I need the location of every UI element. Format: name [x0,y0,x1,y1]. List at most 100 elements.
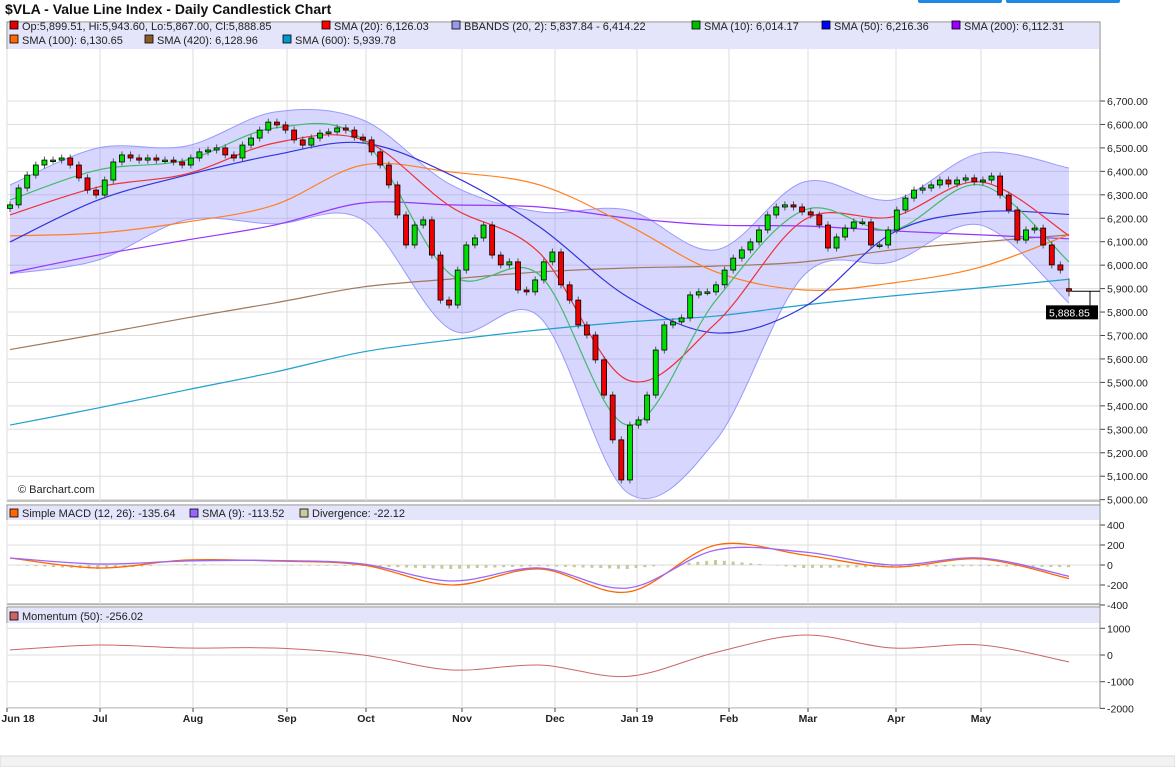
candle [1040,224,1047,249]
candle [971,174,978,186]
divergence-bar [864,565,868,568]
candle [1066,278,1072,297]
candle [67,154,74,169]
divergence-bar [722,560,726,565]
candle-body [1031,227,1038,231]
divergence-bar [528,565,532,567]
candle [394,181,401,219]
divergence-bar [502,565,506,568]
divergence-bar [969,565,973,567]
toolbar-button[interactable] [918,0,1002,3]
price-legend-item: SMA (100): 6,130.65 [22,35,123,47]
candle [1005,191,1012,214]
candle [377,148,384,169]
candle [747,238,754,254]
candle-body [532,279,539,293]
candle-body [394,184,401,216]
candle [497,251,504,269]
candle [661,321,668,354]
divergence-bar [687,562,691,565]
candle-body [428,219,435,256]
candle [480,221,487,242]
candle [127,151,134,162]
last-price-marker [1046,305,1098,320]
macd-tick-label: 0 [1107,560,1113,572]
candle [954,176,960,188]
candle [222,144,229,159]
divergence-bar [802,565,806,568]
divergence-bar [458,565,462,569]
divergence-bar [546,565,550,567]
macd-tick-label: 400 [1107,520,1125,532]
candle [687,291,694,322]
candle [756,226,762,246]
divergence-bar [1040,565,1044,567]
candle-body [317,132,323,139]
candle-body [644,394,651,421]
divergence-bar [175,564,179,565]
candle [833,233,840,252]
divergence-bar [149,565,153,566]
divergence-bar [387,565,391,567]
candle-body [825,224,831,249]
candle-body [799,206,805,213]
candle-body [179,161,186,166]
candle-body [833,236,840,249]
axes: 6,700.00 6,600.00 6,500.00 6,400.00 6,300.00… [1,22,1148,725]
candle [437,251,444,304]
divergence-bar [934,565,938,567]
candle-body [282,124,289,131]
candle-body [58,157,65,161]
candle-body [446,299,452,306]
candle-body [609,394,616,441]
candle [868,218,874,249]
price-tick-label: 6,300.00 [1107,190,1148,202]
candle [1048,241,1055,269]
macd-legend-bg [8,506,1099,520]
divergence-bar [316,565,320,566]
divergence-bar [705,560,709,565]
candle-body [15,187,22,206]
candle [799,203,805,216]
macd-panel-frame [6,504,1101,605]
candle-body [248,137,254,146]
candle-body [997,175,1004,196]
candle-body [84,177,91,191]
candle-body [868,221,874,246]
candle [342,124,349,134]
candle [308,134,315,149]
divergence-bar [1014,565,1018,567]
divergence-bar [1058,565,1062,568]
candle [997,172,1004,199]
candle [850,218,857,232]
candle-body [764,214,771,231]
candle [825,221,831,252]
last-price-label: 5,888.85 [1049,307,1090,319]
candle-body [265,121,272,131]
divergence-bar [669,564,673,565]
candle-body [919,187,926,191]
candle [980,176,986,186]
candle [93,186,99,199]
price-tick-label: 6,100.00 [1107,237,1148,249]
price-legend-item: SMA (20): 6,126.03 [334,21,429,33]
candle-body [575,299,582,326]
x-tick-label: Mar [799,713,818,725]
legend-swatch [9,34,19,44]
price-tick-label: 5,300.00 [1107,424,1148,436]
price-tick-label: 6,200.00 [1107,213,1148,225]
candle-body [601,359,607,396]
divergence-bar [405,565,409,568]
momentum-legend-bg [8,608,1099,623]
candle [885,226,892,249]
divergence-bar [431,565,435,569]
momentum-tick-label: 0 [1107,650,1113,662]
candle-body [971,177,978,183]
candle [403,211,409,249]
candle [75,161,82,182]
candle [256,126,263,142]
candle-body [136,157,143,161]
toolbar-button[interactable] [1006,0,1120,3]
divergence-bar [25,565,29,566]
candle [196,148,203,162]
